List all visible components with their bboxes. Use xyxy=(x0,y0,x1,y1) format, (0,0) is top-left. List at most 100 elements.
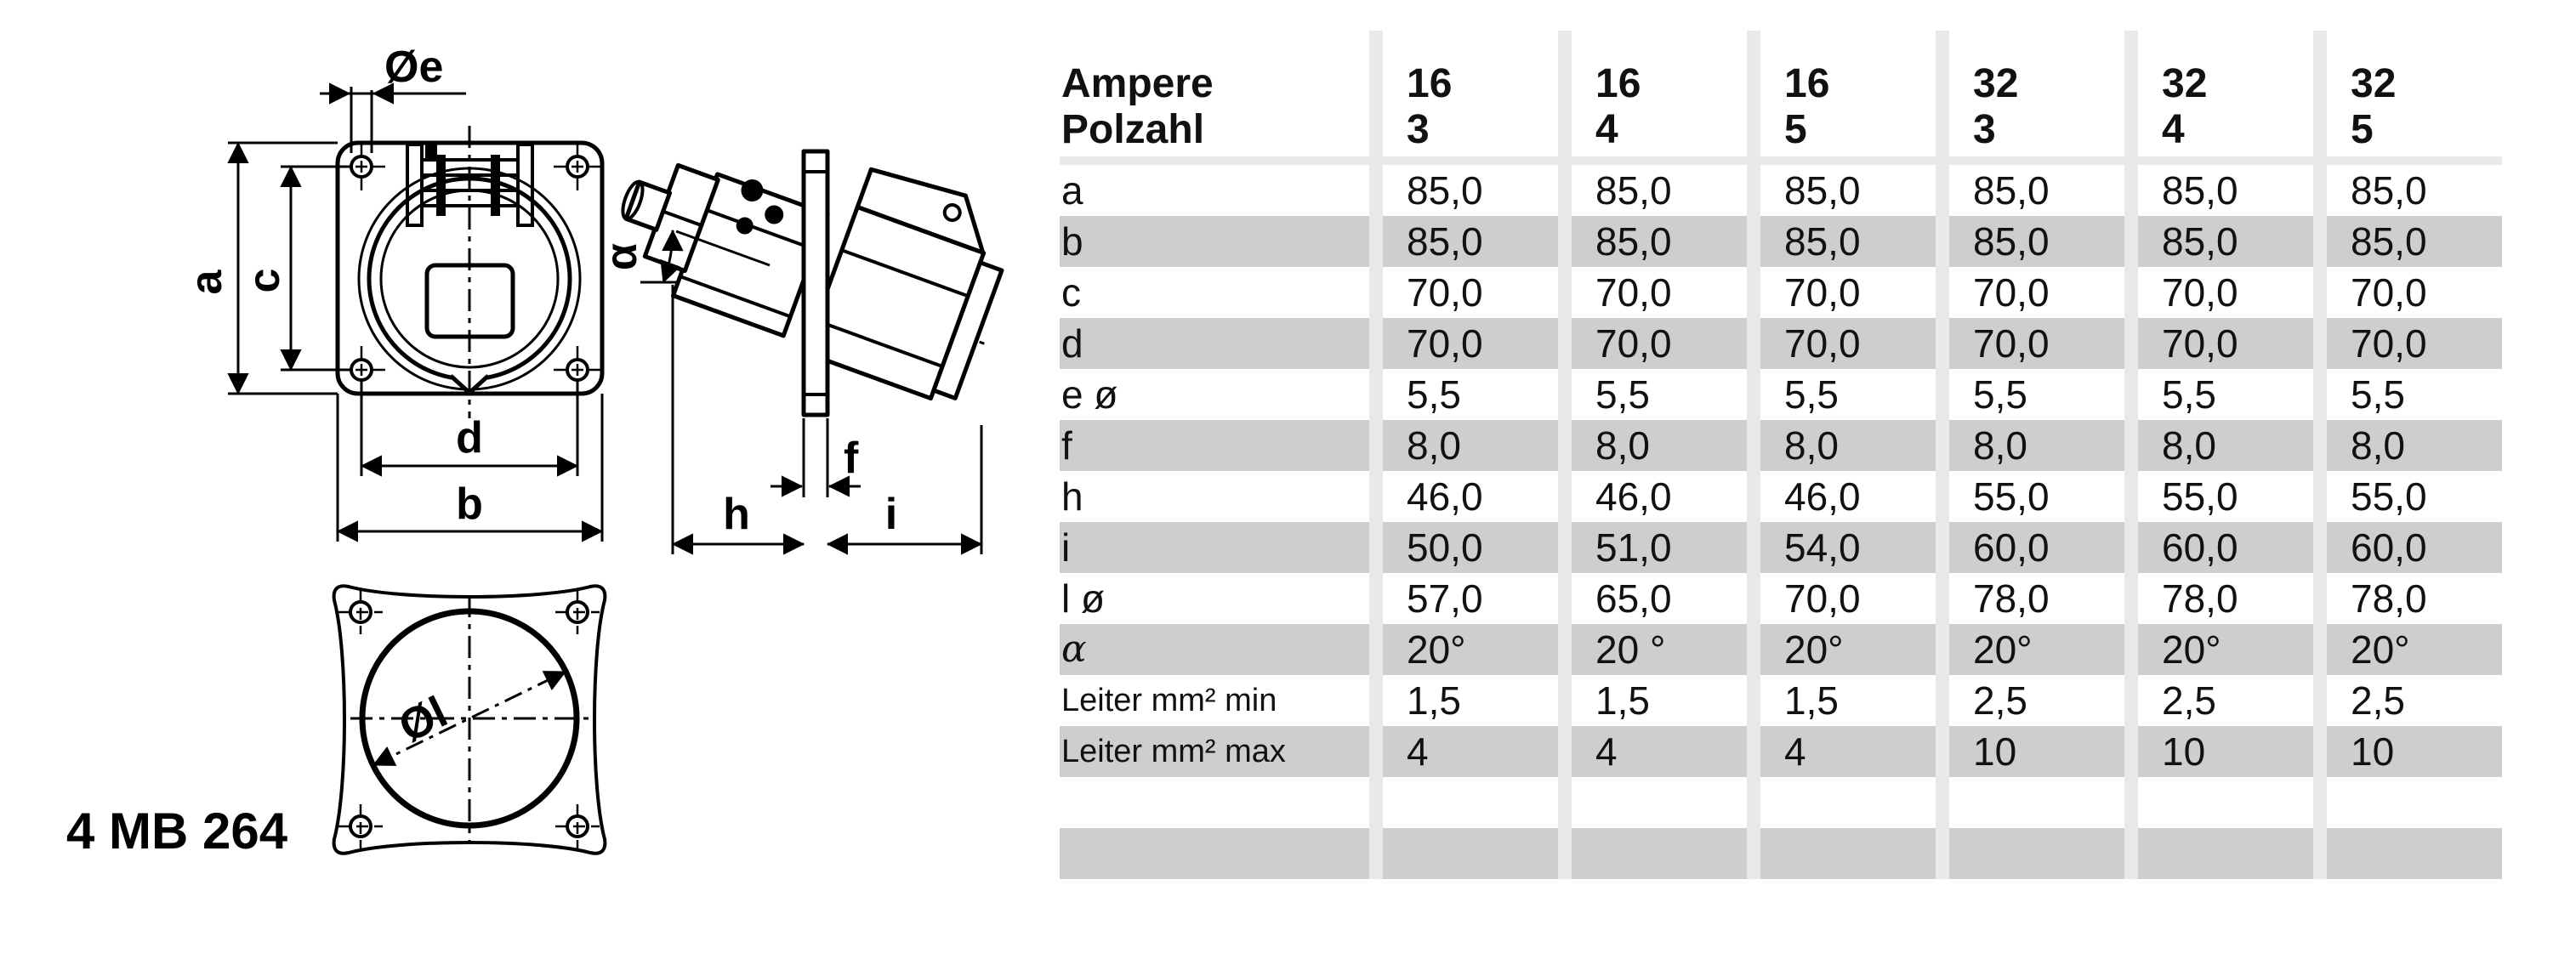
table-cell: 70,0 xyxy=(1747,318,1936,369)
table-row: d 70,0 70,0 70,0 70,0 70,0 70,0 xyxy=(1060,318,2502,369)
table-col-header-line: 32 xyxy=(1973,61,2019,106)
dim-label-c: c xyxy=(240,269,289,293)
table-col-header-line: 4 xyxy=(1595,107,1618,152)
table-cell xyxy=(1558,777,1747,828)
technical-drawing-panel: a c Øe d b xyxy=(0,0,1055,959)
table-header-label-line: Polzahl xyxy=(1061,107,1205,152)
table-cell: 70,0 xyxy=(2124,267,2313,318)
table-cell: 10 xyxy=(2124,726,2313,777)
table-cell: 70,0 xyxy=(1936,318,2124,369)
row-label: c xyxy=(1061,270,1081,315)
table-col-header-line: 32 xyxy=(2162,61,2208,106)
row-label: α xyxy=(1061,627,1087,671)
table-cell xyxy=(1369,828,1558,879)
table-cell: 85,0 xyxy=(2313,216,2502,267)
table-cell: 85,0 xyxy=(1558,165,1747,216)
table-row: l ø 57,0 65,0 70,0 78,0 78,0 78,0 xyxy=(1060,573,2502,624)
table-col-header: 16 3 xyxy=(1369,31,1558,156)
dim-label-oe: Øe xyxy=(384,43,443,92)
table-cell: 10 xyxy=(2313,726,2502,777)
table-cell: 20° xyxy=(1936,624,2124,675)
table-col-header: 32 4 xyxy=(2124,31,2313,156)
spec-table: Ampere Polzahl 16 3 16 4 16 5 32 3 32 4 32 5 a 85,0 85,0… xyxy=(1060,31,2502,879)
table-cell xyxy=(1747,828,1936,879)
table-row: f 8,0 8,0 8,0 8,0 8,0 8,0 xyxy=(1060,420,2502,471)
table-cell: 20 ° xyxy=(1558,624,1747,675)
table-cell xyxy=(1369,777,1558,828)
table-cell: 46,0 xyxy=(1558,471,1747,522)
table-row: c 70,0 70,0 70,0 70,0 70,0 70,0 xyxy=(1060,267,2502,318)
row-label: f xyxy=(1061,423,1072,468)
table-cell: 70,0 xyxy=(2313,318,2502,369)
front-socket-body xyxy=(357,126,582,418)
table-cell: 85,0 xyxy=(1369,165,1558,216)
front-view-drawing: a c Øe d b xyxy=(182,43,605,542)
row-label: h xyxy=(1061,474,1083,519)
row-label: Leiter mm² max xyxy=(1061,734,1286,769)
table-row xyxy=(1060,777,2502,828)
table-cell: 70,0 xyxy=(1369,267,1558,318)
table-cell: 20° xyxy=(2124,624,2313,675)
row-label: Leiter mm² min xyxy=(1061,683,1277,718)
table-cell: 5,5 xyxy=(1936,369,2124,420)
table-cell: 8,0 xyxy=(1747,420,1936,471)
table-col-header: 32 5 xyxy=(2313,31,2502,156)
table-cell: 4 xyxy=(1369,726,1558,777)
table-cell: 5,5 xyxy=(1369,369,1558,420)
row-label: e ø xyxy=(1061,372,1118,417)
table-col-header-line: 5 xyxy=(1784,107,1807,152)
table-cell xyxy=(1747,777,1936,828)
table-cell: 50,0 xyxy=(1369,522,1558,573)
row-label: d xyxy=(1061,321,1083,366)
table-cell: 85,0 xyxy=(1747,216,1936,267)
table-cell: 2,5 xyxy=(1936,675,2124,726)
table-cell: 85,0 xyxy=(1936,216,2124,267)
table-row: e ø 5,5 5,5 5,5 5,5 5,5 5,5 xyxy=(1060,369,2502,420)
table-cell xyxy=(1936,777,2124,828)
table-cell: 4 xyxy=(1747,726,1936,777)
table-row xyxy=(1060,828,2502,879)
table-cell: 60,0 xyxy=(2313,522,2502,573)
table-cell xyxy=(2124,777,2313,828)
bottom-plate-outline xyxy=(332,584,607,855)
dim-b: b xyxy=(336,394,604,542)
table-cell: 55,0 xyxy=(1936,471,2124,522)
table-col-header-line: 3 xyxy=(1407,107,1430,152)
dim-oe: Øe xyxy=(320,43,466,153)
table-cell: 2,5 xyxy=(2313,675,2502,726)
header-separator xyxy=(1060,156,2502,165)
table-cell: 85,0 xyxy=(1369,216,1558,267)
dim-label-d: d xyxy=(456,413,483,462)
table-col-header-line: 4 xyxy=(2162,107,2185,152)
table-cell: 10 xyxy=(1936,726,2124,777)
table-cell xyxy=(2313,777,2502,828)
table-cell: 65,0 xyxy=(1558,573,1747,624)
table-cell: 70,0 xyxy=(2313,267,2502,318)
dim-label-f: f xyxy=(844,434,859,483)
table-row: i 50,0 51,0 54,0 60,0 60,0 60,0 xyxy=(1060,522,2502,573)
dim-label-b: b xyxy=(456,480,483,529)
row-label: a xyxy=(1061,168,1083,213)
dim-d: d xyxy=(360,380,579,477)
row-label: l ø xyxy=(1061,576,1106,621)
table-row: α 20° 20 ° 20° 20° 20° 20° xyxy=(1060,624,2502,675)
row-label: i xyxy=(1061,525,1071,570)
table-cell xyxy=(1558,828,1747,879)
table-cell: 1,5 xyxy=(1369,675,1558,726)
table-cell: 60,0 xyxy=(1936,522,2124,573)
dim-label-ol: Øl xyxy=(391,688,455,752)
dim-alpha: α xyxy=(597,229,771,284)
table-cell: 8,0 xyxy=(2313,420,2502,471)
table-cell: 85,0 xyxy=(1558,216,1747,267)
bottom-screw-holes xyxy=(338,590,600,848)
table-cell: 8,0 xyxy=(2124,420,2313,471)
table-col-header-line: 5 xyxy=(2351,107,2374,152)
dim-c: c xyxy=(240,165,351,372)
table-col-header: 32 3 xyxy=(1936,31,2124,156)
table-cell: 70,0 xyxy=(2124,318,2313,369)
table-cell: 54,0 xyxy=(1747,522,1936,573)
table-col-header-line: 32 xyxy=(2351,61,2397,106)
table-cell: 85,0 xyxy=(2124,165,2313,216)
table-col-header-line: 16 xyxy=(1784,61,1830,106)
table-cell: 5,5 xyxy=(2313,369,2502,420)
